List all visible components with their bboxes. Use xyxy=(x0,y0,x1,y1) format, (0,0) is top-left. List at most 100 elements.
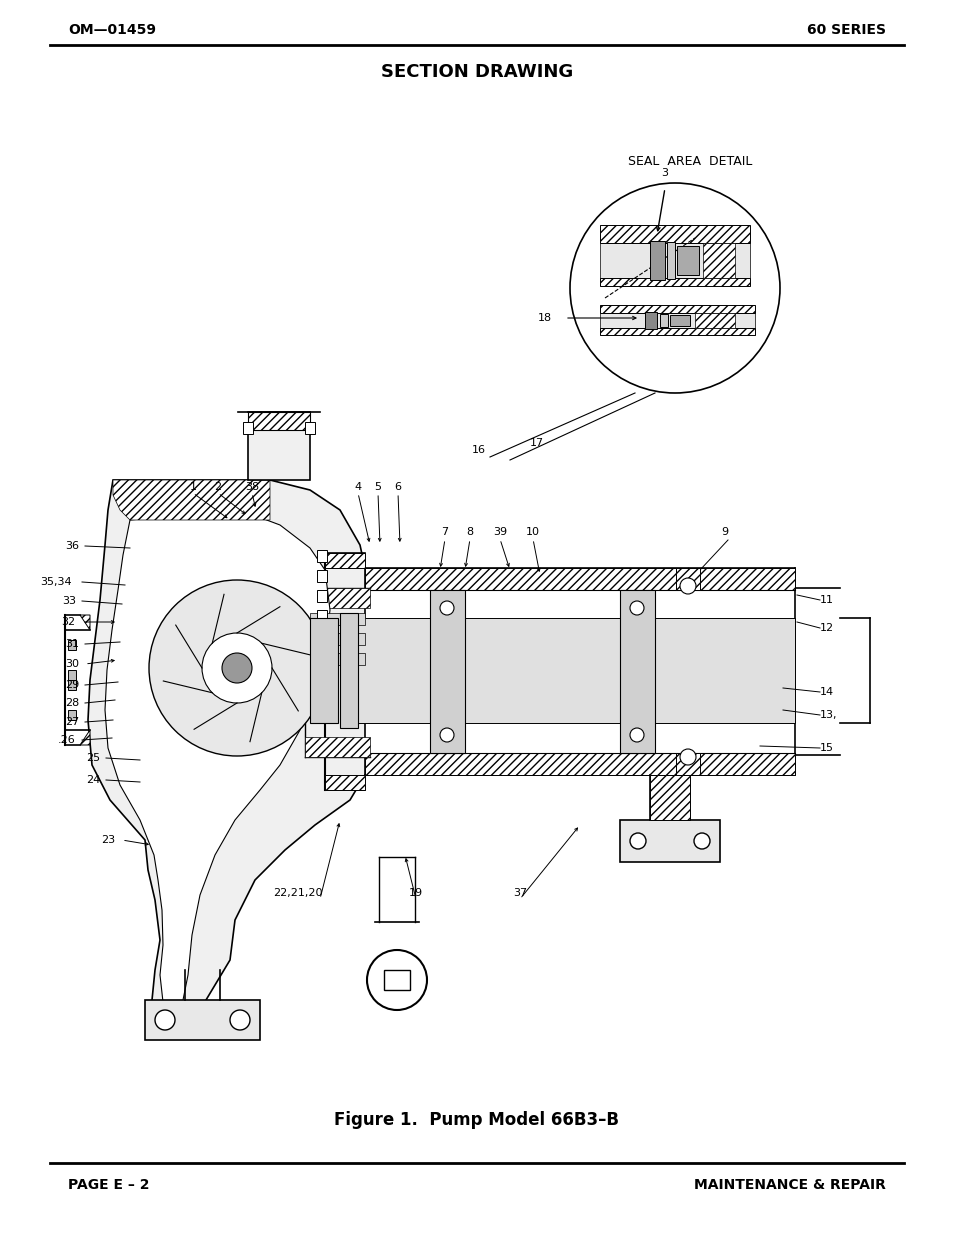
Text: 38: 38 xyxy=(245,482,259,492)
Text: 15: 15 xyxy=(820,743,833,753)
Polygon shape xyxy=(305,737,370,757)
Text: 23: 23 xyxy=(101,835,115,845)
Text: 1: 1 xyxy=(190,482,196,492)
Bar xyxy=(316,571,327,582)
Text: SECTION DRAWING: SECTION DRAWING xyxy=(380,63,573,82)
Text: 5: 5 xyxy=(375,482,381,492)
Bar xyxy=(649,241,664,280)
Text: 4: 4 xyxy=(355,482,361,492)
Text: SEAL  AREA  DETAIL: SEAL AREA DETAIL xyxy=(627,154,751,168)
Text: 13,: 13, xyxy=(820,710,837,720)
Circle shape xyxy=(202,634,272,703)
Polygon shape xyxy=(105,510,330,1008)
Bar xyxy=(316,610,327,622)
Text: 30: 30 xyxy=(65,659,79,669)
Polygon shape xyxy=(599,225,749,243)
Bar xyxy=(68,710,76,720)
Text: 2: 2 xyxy=(214,482,221,492)
Polygon shape xyxy=(649,776,689,820)
Bar xyxy=(310,653,365,664)
Bar xyxy=(145,1000,260,1040)
Text: 14: 14 xyxy=(820,687,833,697)
Text: 24: 24 xyxy=(86,776,100,785)
Text: 31: 31 xyxy=(65,638,79,650)
Polygon shape xyxy=(599,305,754,312)
Polygon shape xyxy=(365,568,794,590)
Circle shape xyxy=(629,601,643,615)
Bar xyxy=(305,422,314,433)
Bar xyxy=(619,820,720,862)
Text: 60 SERIES: 60 SERIES xyxy=(806,23,885,37)
Polygon shape xyxy=(80,730,90,745)
Text: 22,21,20: 22,21,20 xyxy=(273,888,322,898)
Polygon shape xyxy=(365,753,794,776)
Bar xyxy=(248,430,310,480)
Polygon shape xyxy=(80,615,90,630)
Circle shape xyxy=(154,1010,174,1030)
Circle shape xyxy=(230,1010,250,1030)
Text: 9: 9 xyxy=(720,527,727,537)
Text: 27: 27 xyxy=(65,718,79,727)
Text: 25: 25 xyxy=(86,753,100,763)
Text: MAINTENANCE & REPAIR: MAINTENANCE & REPAIR xyxy=(694,1178,885,1192)
Circle shape xyxy=(679,578,696,594)
Circle shape xyxy=(629,832,645,848)
Bar xyxy=(644,312,657,329)
Text: 17: 17 xyxy=(530,438,543,448)
Bar xyxy=(310,613,365,625)
Polygon shape xyxy=(599,312,754,329)
Polygon shape xyxy=(619,590,655,753)
Text: 28: 28 xyxy=(65,698,79,708)
Polygon shape xyxy=(676,753,700,776)
Polygon shape xyxy=(702,243,734,278)
Text: 37: 37 xyxy=(513,888,526,898)
Bar xyxy=(310,618,337,722)
Polygon shape xyxy=(112,480,270,520)
Circle shape xyxy=(367,950,427,1010)
Polygon shape xyxy=(325,776,365,790)
Text: 8: 8 xyxy=(466,527,473,537)
Polygon shape xyxy=(676,568,700,590)
Bar xyxy=(243,422,253,433)
Circle shape xyxy=(439,601,454,615)
Bar xyxy=(669,315,689,326)
Text: 29: 29 xyxy=(65,680,79,690)
Circle shape xyxy=(569,183,780,393)
Bar xyxy=(316,590,327,601)
Polygon shape xyxy=(88,480,365,1035)
Text: 12: 12 xyxy=(820,622,833,634)
Text: 10: 10 xyxy=(525,527,539,537)
Text: 7: 7 xyxy=(441,527,448,537)
Text: 36: 36 xyxy=(65,541,79,551)
Bar xyxy=(339,613,357,727)
Text: OM—01459: OM—01459 xyxy=(68,23,156,37)
Polygon shape xyxy=(599,278,749,287)
Text: 16: 16 xyxy=(472,445,485,454)
Circle shape xyxy=(629,727,643,742)
Polygon shape xyxy=(345,618,794,722)
Text: 11: 11 xyxy=(820,595,833,605)
Circle shape xyxy=(149,580,325,756)
Text: 19: 19 xyxy=(409,888,422,898)
Bar xyxy=(68,640,76,650)
Bar xyxy=(384,969,410,990)
Text: 3: 3 xyxy=(660,168,668,178)
Bar xyxy=(310,634,365,645)
Polygon shape xyxy=(599,243,749,278)
Text: 32: 32 xyxy=(61,618,75,627)
Bar xyxy=(659,314,667,327)
Text: .26: .26 xyxy=(58,735,76,745)
Polygon shape xyxy=(430,590,464,753)
Polygon shape xyxy=(325,553,365,568)
Polygon shape xyxy=(305,588,370,608)
Polygon shape xyxy=(599,329,754,335)
Text: PAGE E – 2: PAGE E – 2 xyxy=(68,1178,150,1192)
Bar xyxy=(677,246,699,275)
Circle shape xyxy=(693,832,709,848)
Circle shape xyxy=(679,748,696,764)
Text: 39: 39 xyxy=(493,527,507,537)
Text: 18: 18 xyxy=(537,312,552,324)
Text: 6: 6 xyxy=(395,482,401,492)
Text: Figure 1.  Pump Model 66B3–B: Figure 1. Pump Model 66B3–B xyxy=(335,1112,618,1129)
Text: 33: 33 xyxy=(62,597,76,606)
